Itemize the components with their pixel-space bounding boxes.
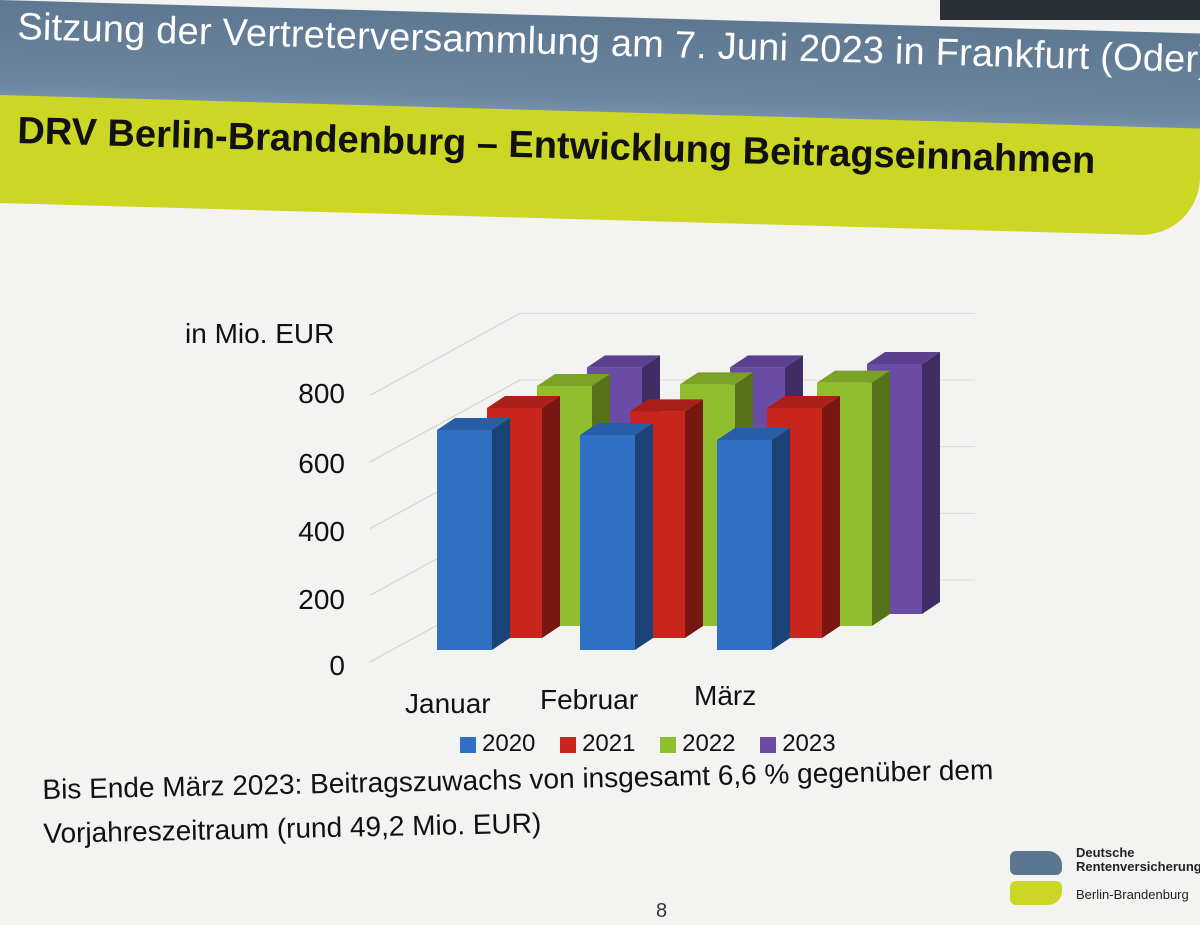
bar-top-2021-Februar (630, 399, 703, 412)
y-tick-0: 0 (329, 650, 345, 681)
gridline-diag-3 (369, 379, 521, 463)
bar-top-2022-Februar (680, 372, 753, 385)
y-tick-600: 600 (298, 448, 345, 479)
screen-edge (940, 0, 1200, 20)
bar-top-2020-Januar (437, 418, 510, 430)
legend-label-2021: 2021 (582, 730, 636, 757)
y-tick-800: 800 (298, 378, 345, 409)
legend-label-2023: 2023 (782, 730, 836, 757)
gridline-diag-4 (369, 312, 521, 396)
drv-logo: Deutsche Rentenversicherung Berlin-Brand… (1010, 845, 1200, 915)
x-tick-januar: Januar (405, 688, 491, 719)
legend-item-2022: 2022 (660, 730, 736, 758)
bar-side-2020-Januar (492, 418, 510, 650)
legend-swatch-2022 (660, 736, 677, 753)
logo-text-line-3: Berlin-Brandenburg (1076, 887, 1189, 902)
logo-text-line-1: Deutsche (1076, 845, 1135, 860)
legend-item-2021: 2021 (560, 730, 635, 758)
x-tick-maerz: März (694, 680, 757, 711)
y-tick-400: 400 (298, 516, 345, 547)
bar-top-2021-Januar (487, 396, 560, 408)
bar-top-2023-März (867, 352, 940, 364)
x-tick-februar: Februar (540, 684, 639, 715)
bar-side-2021-März (822, 396, 840, 638)
bar-side-2022-März (872, 370, 890, 626)
y-axis-label: in Mio. EUR (185, 318, 335, 349)
legend-item-2023: 2023 (760, 730, 836, 758)
bar-side-2021-Januar (542, 396, 560, 638)
bar-side-2023-März (922, 352, 940, 614)
legend-item-2020: 2020 (460, 730, 535, 758)
bar-2020-Februar (580, 435, 635, 650)
y-tick-200: 200 (298, 584, 345, 615)
bar-2020-Januar (437, 430, 492, 650)
chart-legend: 2020 2021 2022 2023 (460, 730, 854, 758)
logo-text-line-2: Rentenversicherung (1076, 859, 1200, 874)
bar-top-2022-Januar (537, 374, 610, 386)
legend-swatch-2020 (460, 736, 476, 753)
legend-label-2022: 2022 (682, 730, 736, 757)
legend-label-2020: 2020 (482, 730, 536, 757)
bar-2020-März (717, 440, 772, 650)
bar-top-2021-März (767, 396, 840, 408)
bar-top-2023-Januar (587, 355, 660, 368)
bar-side-2020-Februar (635, 423, 653, 650)
legend-swatch-2023 (760, 736, 777, 753)
legend-swatch-2021 (560, 736, 577, 753)
page-number: 8 (656, 900, 668, 922)
logo-blue-shape (1010, 851, 1062, 875)
bar-top-2023-Februar (730, 355, 803, 368)
bar-side-2020-März (772, 428, 790, 650)
bar-top-2020-Februar (580, 423, 653, 435)
bar-side-2021-Februar (685, 399, 703, 638)
bar-top-2022-März (817, 370, 890, 383)
logo-green-shape (1010, 881, 1062, 905)
bar-top-2020-März (717, 428, 790, 440)
